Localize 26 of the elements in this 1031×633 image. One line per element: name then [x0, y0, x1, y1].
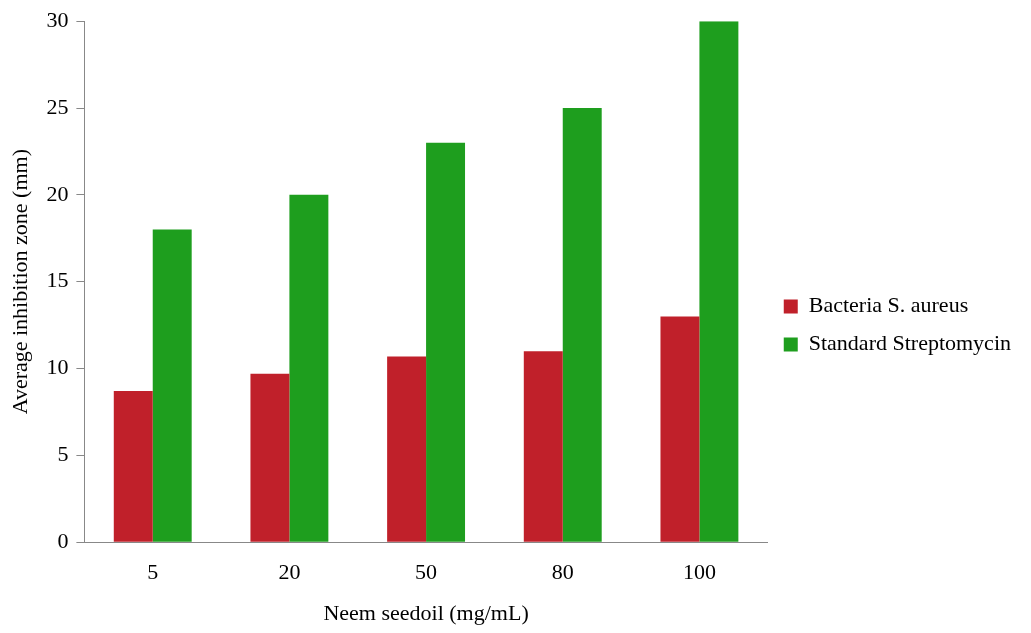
bar — [660, 316, 700, 542]
x-tick-label: 5 — [147, 559, 159, 585]
y-tick-label: 25 — [46, 93, 69, 119]
legend-label: Standard Streptomycin — [808, 330, 1012, 356]
legend-label: Bacteria S. aureus — [808, 292, 969, 318]
y-tick-label: 20 — [46, 180, 69, 206]
x-tick-label: 20 — [278, 559, 301, 585]
bar — [152, 229, 192, 542]
y-tick-label: 30 — [46, 6, 69, 32]
bar — [250, 373, 290, 542]
y-tick-label: 0 — [57, 527, 69, 553]
y-tick-label: 15 — [46, 267, 69, 293]
y-axis-title: Average inhibition zone (mm) — [6, 149, 32, 415]
bar — [113, 391, 153, 542]
bar — [699, 21, 739, 542]
x-tick-label: 50 — [415, 559, 438, 585]
bar — [426, 142, 466, 542]
x-tick-label: 100 — [682, 559, 716, 585]
bar — [562, 108, 602, 542]
x-axis-title: Neem seedoil (mg/mL) — [323, 599, 529, 625]
bar — [387, 356, 427, 542]
bar — [523, 351, 563, 542]
y-tick-label: 10 — [46, 354, 69, 380]
x-tick-label: 80 — [551, 559, 574, 585]
y-tick-label: 5 — [57, 441, 69, 467]
bar — [289, 194, 329, 542]
